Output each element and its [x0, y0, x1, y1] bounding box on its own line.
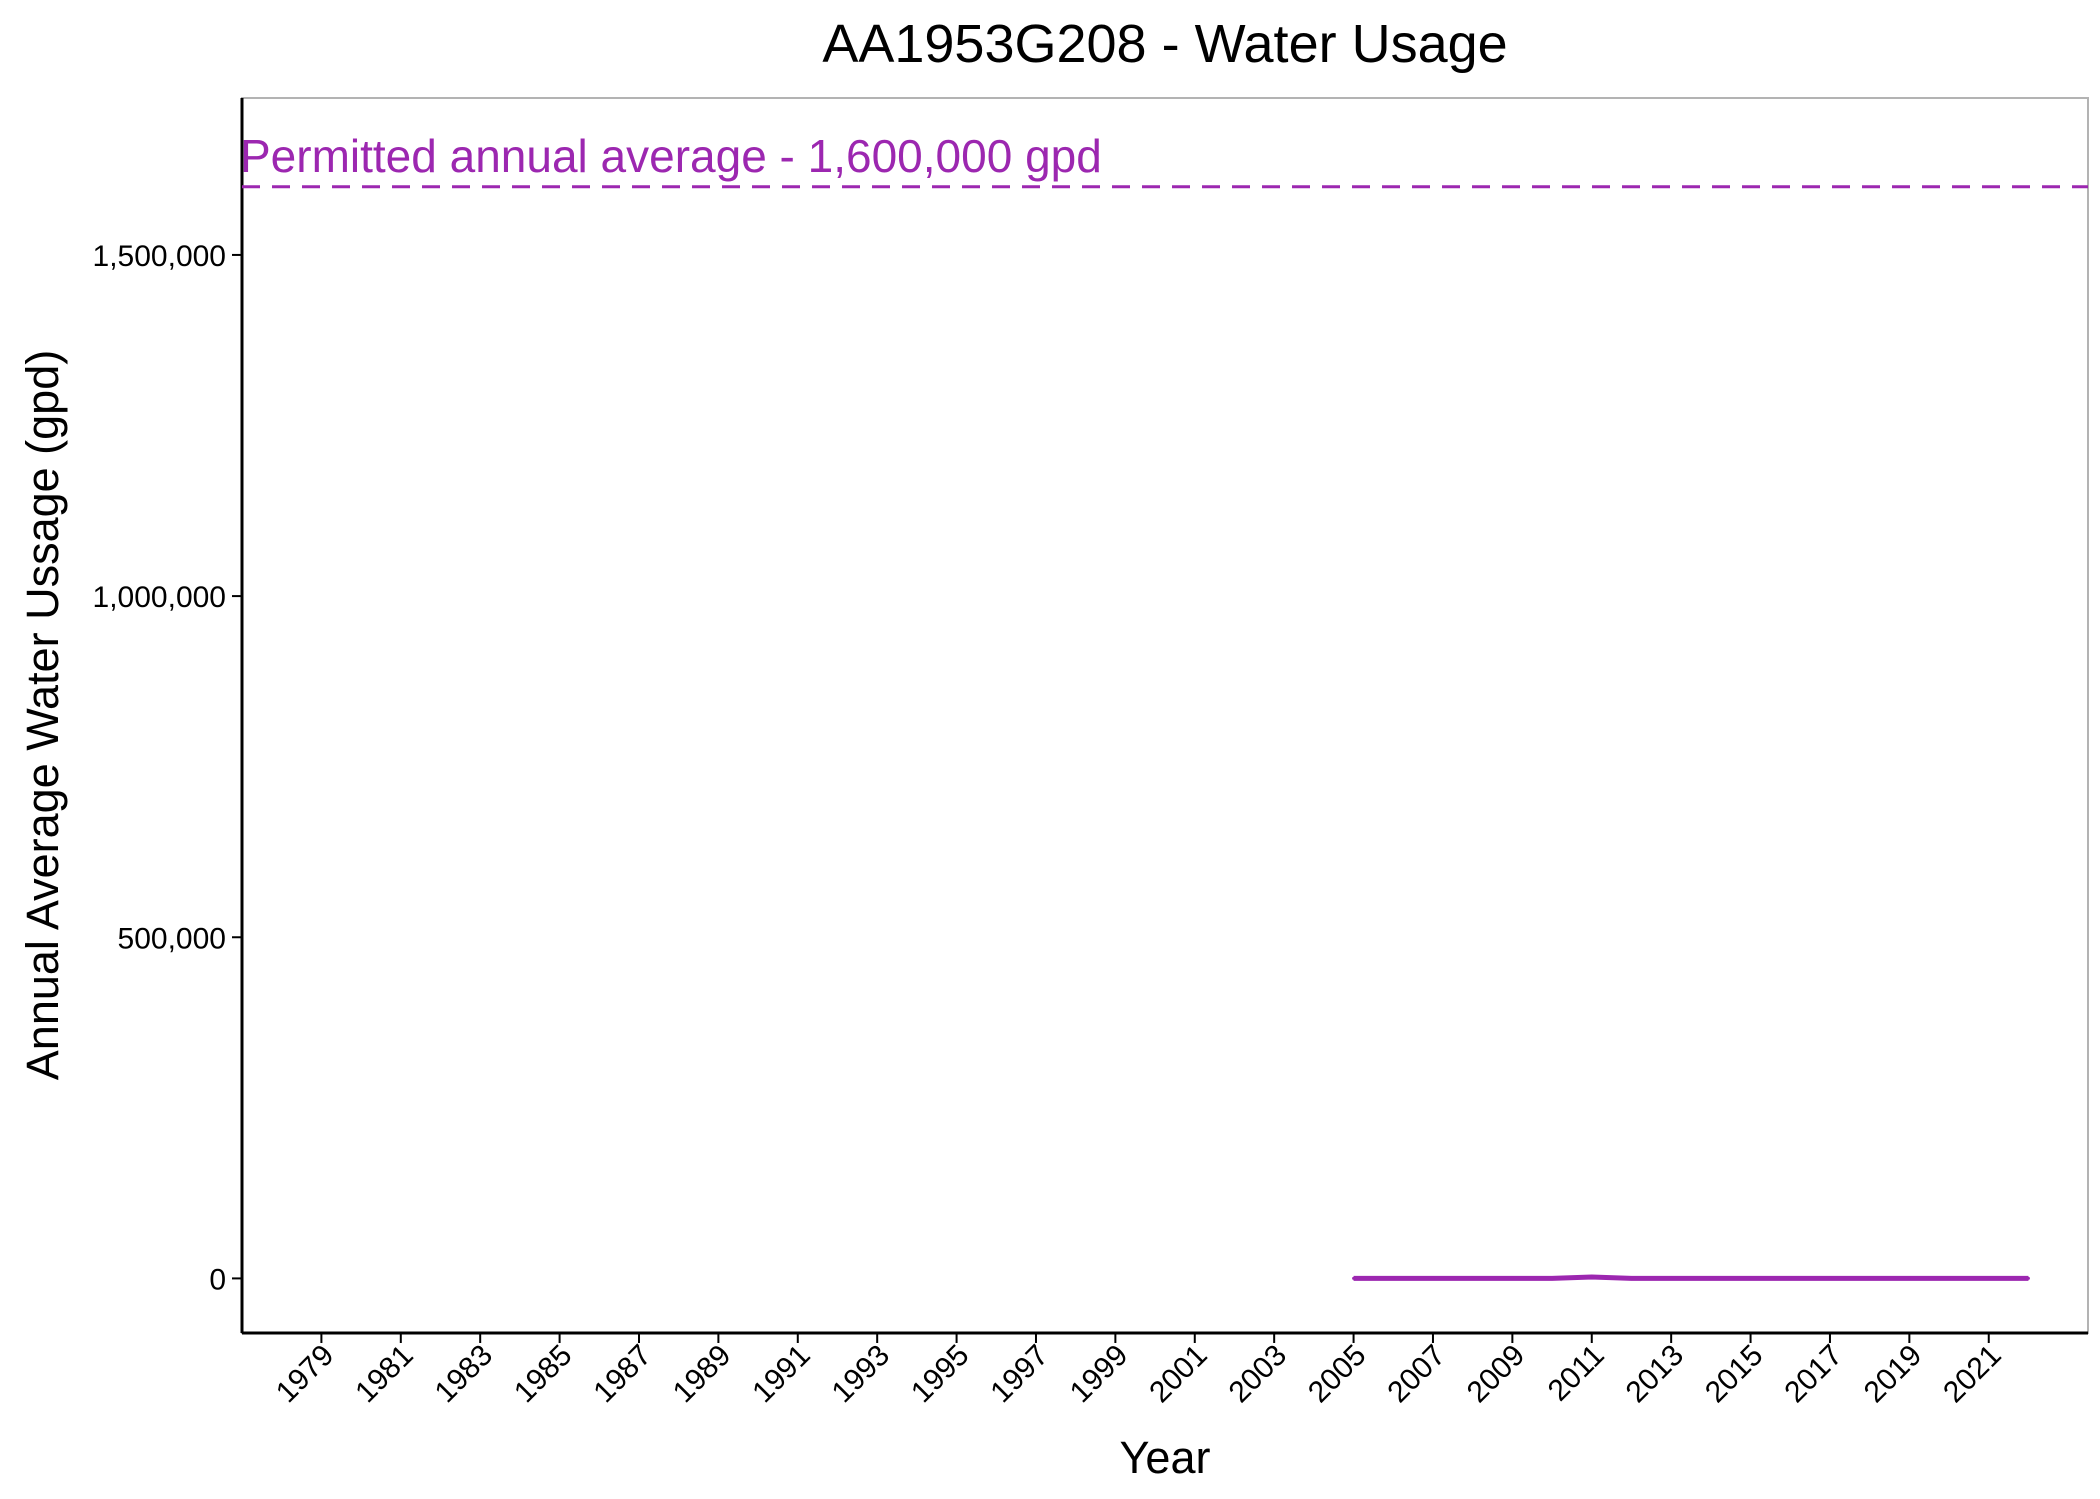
x-tick-label: 1983 [429, 1339, 500, 1410]
data-point [1788, 1276, 1792, 1280]
x-tick-label: 2013 [1620, 1339, 1691, 1410]
permitted-average-label: Permitted annual average - 1,600,000 gpd [240, 130, 1102, 182]
x-tick-label: 2003 [1223, 1339, 1294, 1410]
data-point [1709, 1276, 1713, 1280]
x-tick-label: 1979 [270, 1339, 341, 1410]
x-tick-label: 2009 [1461, 1339, 1532, 1410]
data-point [1391, 1276, 1395, 1280]
data-point [1352, 1276, 1356, 1280]
x-tick-label: 1989 [667, 1339, 738, 1410]
data-point [1749, 1276, 1753, 1280]
x-tick-label: 1991 [746, 1339, 817, 1410]
y-tick-label: 1,000,000 [93, 581, 226, 614]
data-point [1868, 1276, 1872, 1280]
data-point [1828, 1276, 1832, 1280]
x-tick-label: 2017 [1778, 1339, 1849, 1410]
x-tick-label: 1999 [1064, 1339, 1135, 1410]
x-tick-label: 1995 [905, 1339, 976, 1410]
x-tick-label: 2015 [1699, 1339, 1770, 1410]
y-axis-title: Annual Average Water Ussage (gpd) [17, 350, 68, 1080]
data-point [1471, 1276, 1475, 1280]
x-tick-label: 1985 [508, 1339, 579, 1410]
y-tick-label: 1,500,000 [93, 240, 226, 273]
data-point [1669, 1276, 1673, 1280]
y-tick-label: 500,000 [118, 922, 226, 955]
data-point [1550, 1276, 1554, 1280]
x-tick-label: 1987 [587, 1339, 658, 1410]
x-axis-ticks: 1979 1981 1983 1985 1987 1989 1991 1993 1995 1997… [270, 1333, 2008, 1409]
data-point [1987, 1276, 1991, 1280]
x-tick-label: 1981 [349, 1339, 420, 1410]
plot-panel-border [241, 97, 2089, 1334]
data-point [1431, 1276, 1435, 1280]
y-tick-label: 0 [209, 1263, 226, 1296]
x-tick-label: 2001 [1143, 1339, 1214, 1410]
data-point [2026, 1276, 2030, 1280]
x-tick-label: 2005 [1302, 1339, 1373, 1410]
series-group [1352, 1274, 2030, 1281]
chart-title: AA1953G208 - Water Usage [822, 14, 1507, 74]
data-point [1629, 1276, 1633, 1280]
x-tick-label: 1993 [826, 1339, 897, 1410]
x-tick-label: 1997 [984, 1339, 1055, 1410]
x-tick-label: 2021 [1937, 1339, 2008, 1410]
x-tick-label: 2011 [1542, 1339, 1611, 1408]
data-point [1590, 1275, 1594, 1279]
data-point [1947, 1276, 1951, 1280]
x-axis-title: Year [1120, 1432, 1211, 1483]
x-tick-label: 2007 [1381, 1339, 1452, 1410]
data-point [1510, 1276, 1514, 1280]
x-tick-label: 2019 [1858, 1339, 1929, 1410]
series-line [1353, 1274, 2029, 1281]
y-axis-ticks: 0 500,000 1,000,000 1,500,000 [93, 240, 242, 1296]
data-point [1907, 1276, 1911, 1280]
